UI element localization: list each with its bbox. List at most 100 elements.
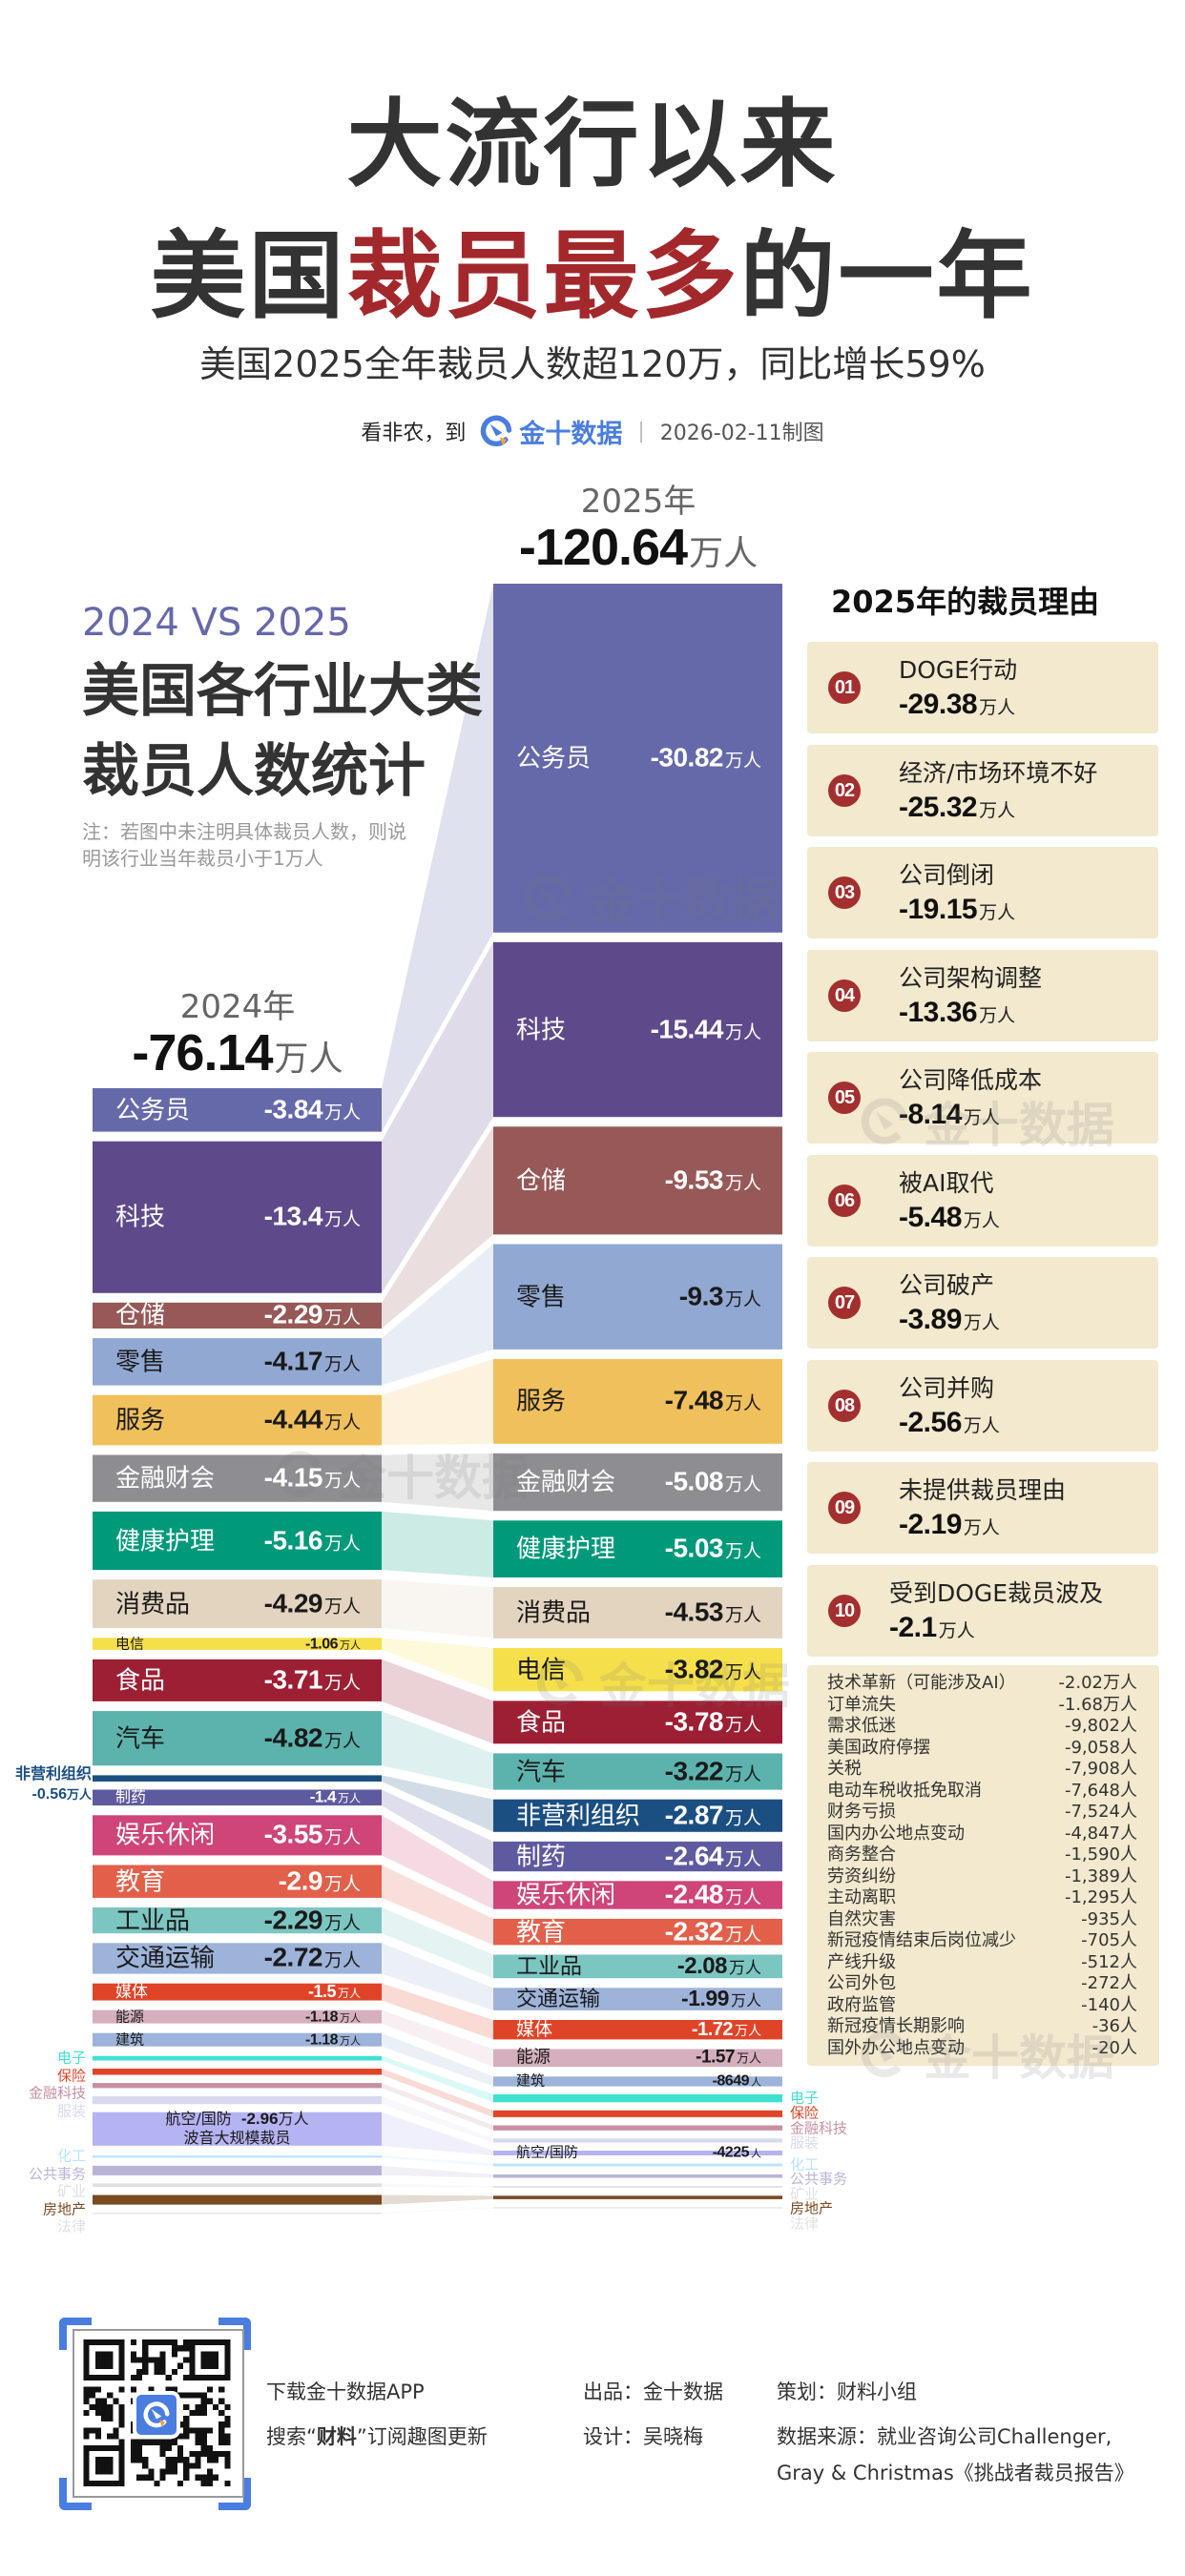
qr-module xyxy=(224,2433,231,2440)
rank-badge: 09 xyxy=(828,1492,861,1524)
qr-module xyxy=(118,2474,125,2481)
qr-module xyxy=(89,2374,95,2381)
other-reason-row: 国内办公地点变动 -4,847人 xyxy=(807,1824,1159,1845)
search-hint-post: ”订阅趣图更新 xyxy=(356,2425,488,2448)
value-unit: 万人 xyxy=(724,1886,761,1908)
reason-label: 公司降低成本 xyxy=(899,1066,1043,1094)
reason-value-unit: 万人 xyxy=(963,1107,1000,1128)
side-label-2025: 化工 xyxy=(790,2155,820,2174)
qr-module xyxy=(100,2468,108,2475)
qr-module xyxy=(148,2339,155,2346)
qr-module xyxy=(118,2444,125,2452)
qr-module xyxy=(118,2345,125,2352)
industry-value: -1.57 万人 xyxy=(696,2047,761,2068)
qr-module xyxy=(213,2339,219,2346)
bar-label-2024: 媒体 -1.5 万人 xyxy=(115,1982,361,2002)
flow-band xyxy=(382,1659,493,1744)
industry-name: 航空/国防 xyxy=(516,2144,579,2162)
qr-module xyxy=(94,2463,101,2469)
qr-module xyxy=(218,2374,225,2381)
bar-2024 xyxy=(93,2213,382,2215)
bar-2024 xyxy=(93,2032,382,2047)
main-title-line-2: 美国裁员最多的一年 xyxy=(0,223,1185,328)
qr-module xyxy=(218,2451,225,2458)
side-label-2024: 法律 xyxy=(56,2217,86,2236)
bar-2025 xyxy=(493,1700,782,1744)
bar-2025 xyxy=(493,1359,782,1444)
planner-credit: 策划：财料小组 xyxy=(777,2380,917,2403)
bar-2025 xyxy=(493,1841,782,1872)
reason-value-number: -13.36 xyxy=(899,996,978,1028)
qr-module xyxy=(200,2374,207,2381)
subtitle: 美国2025全年裁员人数超120万，同比增长59% xyxy=(199,343,986,385)
qr-module xyxy=(183,2474,190,2481)
qr-module xyxy=(83,2451,90,2458)
qr-module xyxy=(100,2409,108,2417)
bar-label-2024: 航空/国防 -2.96万人 波音大规模裁员 xyxy=(93,2110,382,2148)
flow-band xyxy=(382,1453,493,1512)
value-unit: 万人 xyxy=(323,1873,361,1895)
value-number: -1.57 xyxy=(696,2047,735,2068)
industry-name: 服务 xyxy=(516,1388,567,1417)
qr-module xyxy=(183,2403,190,2410)
bar-2024 xyxy=(93,2009,382,2024)
qr-module xyxy=(130,2374,136,2381)
total-number: -120.64 xyxy=(518,519,688,576)
download-app-text: 下载金十数据APP xyxy=(266,2380,425,2403)
qr-module xyxy=(206,2451,214,2458)
value-unit: 万人 xyxy=(323,1912,361,1934)
flow-band xyxy=(382,1865,493,1946)
qr-module xyxy=(130,2386,136,2393)
qr-module xyxy=(218,2421,225,2428)
bar-label-2024: 健康护理 -5.16 万人 xyxy=(115,1525,361,1556)
value-unit: 万人 xyxy=(724,1021,761,1043)
reason-label: 经济/市场环境不好 xyxy=(899,758,1098,787)
reason-value-unit: 万人 xyxy=(963,1312,1000,1333)
value-unit: 万人 xyxy=(724,1714,761,1736)
qr-module xyxy=(224,2351,231,2358)
qr-module xyxy=(189,2451,196,2458)
other-reason-row: 产线升级 -512人 xyxy=(807,1952,1159,1974)
bar-2025 xyxy=(493,2049,782,2068)
industry-name: 工业品 xyxy=(516,1953,582,1979)
qr-module xyxy=(83,2409,90,2417)
bar-label-2025: 交通运输 -1.99 万人 xyxy=(516,1986,761,2011)
other-reason-label: 新冠疫情结束后岗位减少 xyxy=(827,1930,1016,1950)
value-number: -2.29 xyxy=(263,1300,323,1330)
qr-module xyxy=(148,2468,155,2475)
bar-label-2024: 公务员 -3.84 万人 xyxy=(115,1094,361,1124)
industry-value: -4.17 万人 xyxy=(264,1347,361,1376)
bar-2024 xyxy=(93,1088,382,1132)
bar-2025 xyxy=(493,1648,782,1692)
bar-label-2025: 电信 -3.82 万人 xyxy=(516,1654,761,1684)
industry-value: -15.44 万人 xyxy=(651,1014,761,1044)
industry-value: -1.18 万人 xyxy=(305,2008,361,2026)
qr-module xyxy=(94,2468,101,2475)
bar-2024 xyxy=(93,1141,382,1293)
qr-module xyxy=(213,2362,219,2369)
qr-module xyxy=(94,2433,101,2440)
value-unit: 万人 xyxy=(323,1102,361,1123)
qr-module xyxy=(94,2480,101,2486)
qr-module xyxy=(200,2398,207,2404)
qr-module xyxy=(171,2345,178,2352)
rank-badge: 05 xyxy=(828,1082,861,1114)
value-unit: 万人 xyxy=(340,2011,361,2025)
qr-module xyxy=(189,2339,196,2346)
qr-module xyxy=(171,2463,178,2469)
qr-module xyxy=(165,2468,172,2475)
side-label-2024: 金融科技 xyxy=(28,2084,86,2102)
flow-band xyxy=(382,1511,493,1578)
rank-badge: 01 xyxy=(828,671,861,704)
bar-label-2025: 能源 -1.57 万人 xyxy=(516,2047,761,2068)
other-reason-row: 关税 -7,908人 xyxy=(807,1759,1159,1781)
bar-label-2025: 金融财会 -5.08 万人 xyxy=(516,1467,761,1497)
reason-value-unit: 万人 xyxy=(963,1517,1000,1538)
qr-module xyxy=(135,2451,143,2458)
industry-value: -8649 人 xyxy=(713,2072,761,2091)
qr-module xyxy=(83,2474,90,2481)
industry-value: -1.5 万人 xyxy=(308,1982,361,2002)
reason-card: 08 公司并购 -2.56 万人 xyxy=(807,1359,1158,1452)
side-label-2024: 房地产 xyxy=(42,2200,86,2218)
value-number: -2.64 xyxy=(664,1841,724,1871)
